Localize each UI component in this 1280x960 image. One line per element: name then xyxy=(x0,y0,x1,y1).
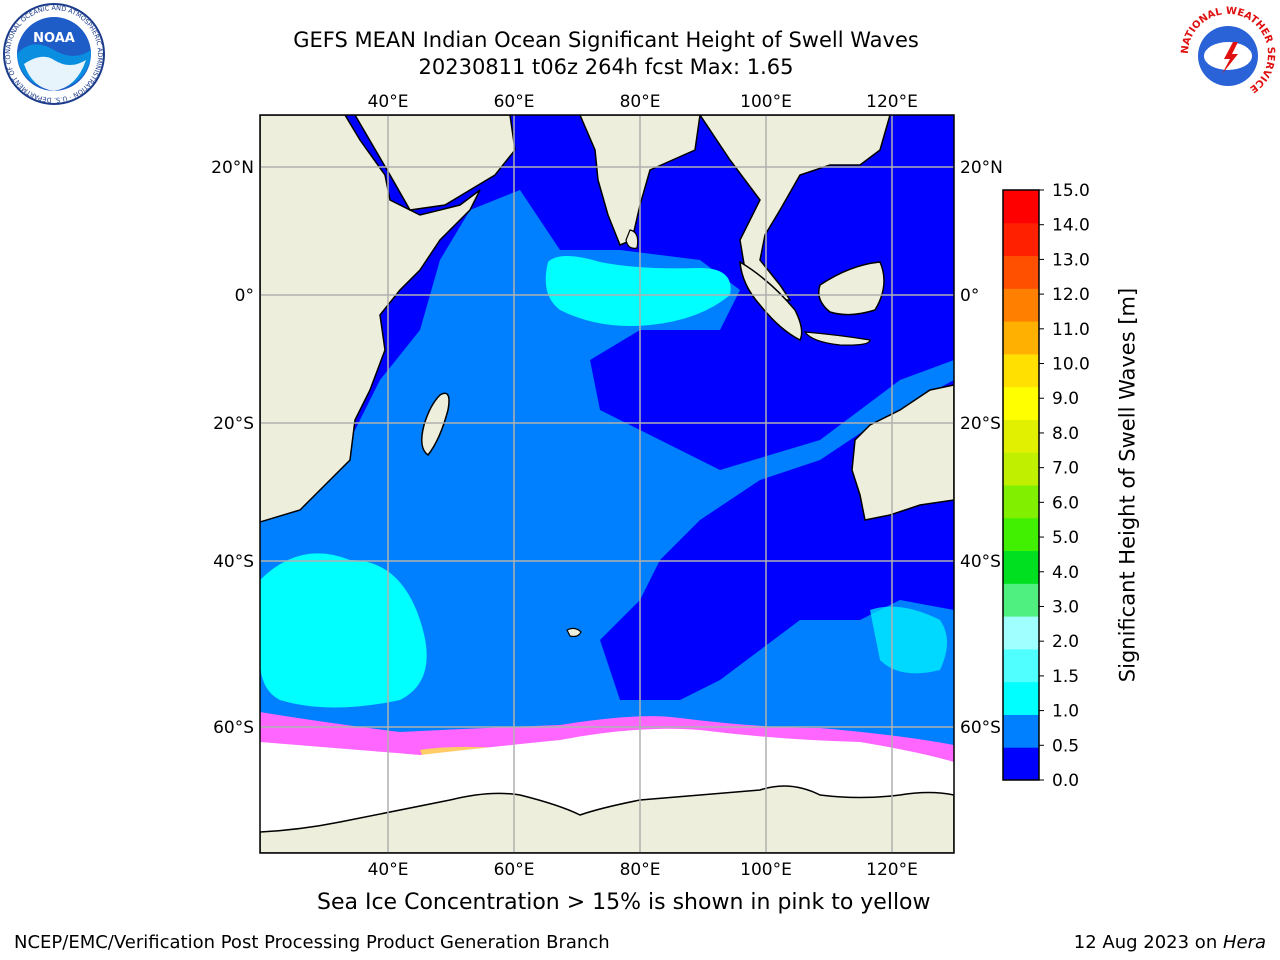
footer-date-text: 12 Aug 2023 on xyxy=(1073,932,1223,953)
lat-tick-left: 60°S xyxy=(213,718,254,738)
colorbar-label: 12.0 xyxy=(1052,285,1090,305)
colorbar-title: Significant Height of Swell Waves [m] xyxy=(1115,287,1140,683)
colorbar-swatch xyxy=(1003,255,1039,289)
colorbar-swatch xyxy=(1003,386,1039,420)
colorbar-label: 15.0 xyxy=(1052,181,1090,201)
africa-land xyxy=(260,115,481,523)
cyan-equatorial-patch xyxy=(545,256,731,326)
madagascar-land xyxy=(421,392,450,457)
lon-ticks-bottom: 40°E 60°E 80°E 100°E 120°E xyxy=(368,860,918,880)
lon-tick-top: 40°E xyxy=(368,92,409,112)
colorbar-swatch xyxy=(1003,550,1039,584)
lat-tick-left: 40°S xyxy=(213,552,254,572)
nws-logo: NATIONAL WEATHER SERVICE xyxy=(1180,6,1276,102)
colorbar-frame xyxy=(1002,189,1040,781)
map-frame xyxy=(259,114,955,854)
colorbar-swatch xyxy=(1003,321,1039,355)
lon-tick-bottom: 100°E xyxy=(740,860,792,880)
lat-tick-left: 20°N xyxy=(211,158,254,178)
colorbar-label: 1.5 xyxy=(1052,667,1079,687)
footer-credit: NCEP/EMC/Verification Post Processing Pr… xyxy=(14,932,610,953)
lon-tick-top: 60°E xyxy=(494,92,535,112)
southeast-asia-land xyxy=(699,115,891,301)
lat-tick-left: 20°S xyxy=(213,414,254,434)
lon-tick-bottom: 120°E xyxy=(866,860,918,880)
colorbar-swatch xyxy=(1003,714,1039,748)
map-gridlines xyxy=(260,115,954,853)
borneo-land xyxy=(818,261,885,316)
sea-ice-caption: Sea Ice Concentration > 15% is shown in … xyxy=(317,890,931,915)
colorbar-swatch xyxy=(1003,222,1039,257)
colorbar: 0.0 0.5 1.0 1.5 2.0 3.0 4.0 5.0 6.0 7.0 8.0 9.0 10.0… xyxy=(1002,181,1090,791)
colorbar-label: 2.0 xyxy=(1052,632,1079,652)
colorbar-swatch xyxy=(1003,517,1039,552)
lat-tick-left: 0° xyxy=(235,286,254,306)
lon-tick-bottom: 60°E xyxy=(494,860,535,880)
footer-host: Hera xyxy=(1222,932,1266,953)
svg-text:NOAA: NOAA xyxy=(33,31,75,46)
lat-tick-right: 60°S xyxy=(960,718,1001,738)
colorbar-swatch xyxy=(1003,747,1039,781)
antarctica-land xyxy=(260,785,954,853)
lat-ticks-right: 20°N 0° 20°S 40°S 60°S xyxy=(960,158,1003,738)
lat-tick-right: 40°S xyxy=(960,552,1001,572)
lon-tick-bottom: 80°E xyxy=(620,860,661,880)
sumatra-land xyxy=(739,260,803,342)
lon-tick-bottom: 40°E xyxy=(368,860,409,880)
arabia-land xyxy=(354,115,516,211)
colorbar-label: 0.5 xyxy=(1052,736,1079,756)
colorbar-label: 3.0 xyxy=(1052,597,1079,617)
colorbar-label: 6.0 xyxy=(1052,493,1079,513)
lon-tick-top: 120°E xyxy=(866,92,918,112)
lon-tick-top: 100°E xyxy=(740,92,792,112)
colorbar-swatch xyxy=(1003,583,1039,617)
map-subtitle: 20230811 t06z 264h fcst Max: 1.65 xyxy=(418,55,794,79)
lon-tick-top: 80°E xyxy=(620,92,661,112)
map-title: GEFS MEAN Indian Ocean Significant Heigh… xyxy=(293,28,919,52)
colorbar-swatch xyxy=(1003,616,1039,650)
colorbar-label: 9.0 xyxy=(1052,389,1079,409)
colorbar-swatch xyxy=(1003,419,1039,453)
java-land xyxy=(803,331,871,346)
colorbar-label: 7.0 xyxy=(1052,459,1079,479)
colorbar-label: 11.0 xyxy=(1052,320,1090,340)
cyan-east-patch xyxy=(870,606,947,674)
colorbar-swatch xyxy=(1003,288,1039,322)
colorbar-label: 13.0 xyxy=(1052,250,1090,270)
noaa-logo: NATIONAL OCEANIC AND ATMOSPHERIC ADMINIS… xyxy=(2,2,105,105)
colorbar-swatch xyxy=(1003,681,1039,715)
lat-tick-right: 0° xyxy=(960,286,979,306)
colorbar-swatch xyxy=(1003,485,1039,519)
lon-ticks-top: 40°E 60°E 80°E 100°E 120°E xyxy=(368,92,918,112)
colorbar-label: 8.0 xyxy=(1052,424,1079,444)
colorbar-swatch xyxy=(1003,452,1039,486)
colorbar-label: 10.0 xyxy=(1052,355,1090,375)
colorbar-swatch xyxy=(1003,648,1039,683)
colorbar-label: 4.0 xyxy=(1052,563,1079,583)
colorbar-label: 1.0 xyxy=(1052,702,1079,722)
colorbar-label: 14.0 xyxy=(1052,216,1090,236)
lat-ticks-left: 20°N 0° 20°S 40°S 60°S xyxy=(211,158,254,738)
colorbar-swatch xyxy=(1003,353,1039,388)
colorbar-swatch xyxy=(1003,190,1039,224)
colorbar-label: 5.0 xyxy=(1052,528,1079,548)
australia-land xyxy=(851,384,954,521)
lat-tick-right: 20°S xyxy=(960,414,1001,434)
colorbar-label: 0.0 xyxy=(1052,771,1079,791)
cyan-southwest-patch xyxy=(260,553,427,708)
sri-lanka-land xyxy=(625,229,639,249)
footer-date: 12 Aug 2023 on Hera xyxy=(1074,932,1266,953)
lat-tick-right: 20°N xyxy=(960,158,1003,178)
map-area xyxy=(260,115,954,853)
kerguelen-island xyxy=(566,627,582,638)
